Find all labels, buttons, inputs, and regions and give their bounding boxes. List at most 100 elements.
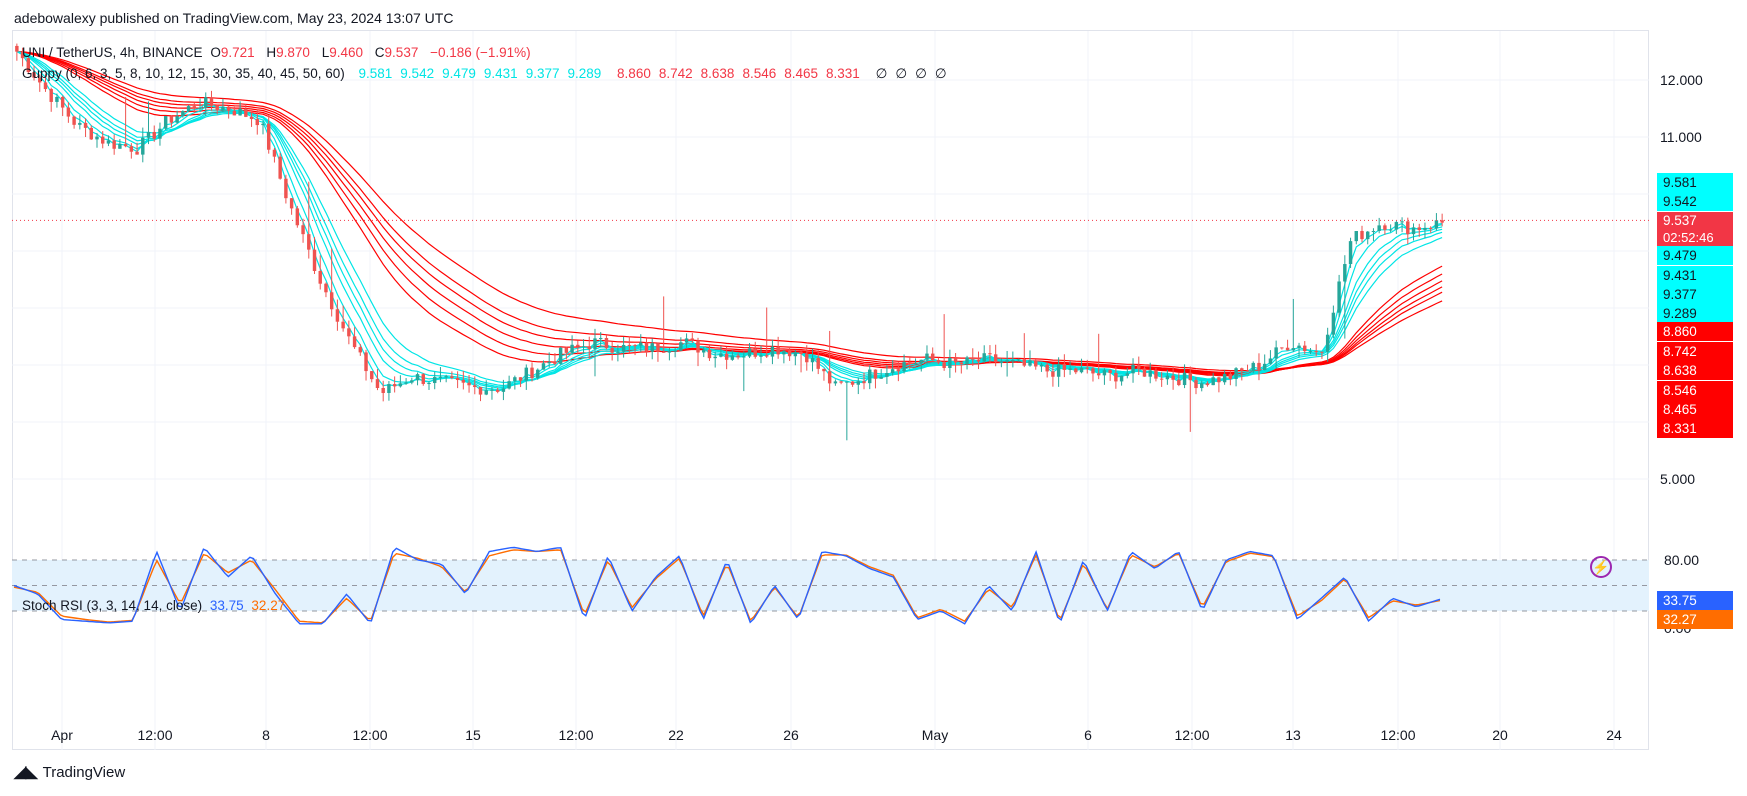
candle-body: [587, 346, 591, 349]
candle-body: [507, 381, 511, 389]
time-tick-label: 8: [262, 727, 270, 743]
guppy-short-value-3: 9.431: [483, 66, 518, 81]
candle-body: [879, 376, 883, 379]
candle-body: [536, 369, 540, 378]
candle-body: [1234, 368, 1238, 379]
candle-body: [1383, 225, 1387, 230]
candle-body: [1131, 364, 1135, 374]
low-number: 9.460: [329, 45, 364, 60]
candle-body: [318, 270, 322, 284]
time-tick-label: 12:00: [137, 727, 172, 743]
candle-body: [1308, 351, 1313, 353]
candle-body: [822, 368, 826, 372]
candle-body: [169, 116, 174, 123]
candle-body: [238, 108, 242, 116]
candle-body: [902, 362, 906, 372]
candle-body: [204, 97, 208, 108]
lightning-icon[interactable]: ⚡: [1590, 556, 1612, 578]
footer-brand[interactable]: ◢◣ TradingView: [14, 762, 125, 782]
time-tick-label: May: [922, 727, 948, 743]
candle-body: [478, 387, 483, 395]
candle-body: [770, 346, 775, 357]
candle-body: [1016, 359, 1021, 361]
candle-body: [805, 354, 809, 363]
candle-body: [604, 337, 609, 349]
candle-body: [1108, 370, 1112, 373]
candle-body: [524, 367, 529, 381]
candle-body: [627, 344, 632, 346]
candle-body: [473, 385, 477, 388]
candle-body: [707, 349, 712, 359]
candle-body: [816, 358, 820, 369]
candle-body: [827, 371, 832, 384]
candle-body: [724, 353, 729, 360]
short-ema-badge: 9.289: [1657, 304, 1733, 323]
candle-body: [650, 343, 654, 352]
time-tick-label: 12:00: [558, 727, 593, 743]
guppy-short-ema-line: [16, 51, 1443, 387]
candle-body: [49, 89, 53, 102]
guppy-short-emas: [16, 51, 1443, 392]
candle-body: [776, 346, 780, 355]
long-ema-badge: 8.465: [1657, 400, 1733, 419]
candle-body: [392, 384, 397, 387]
candle-body: [719, 353, 723, 357]
candle-body: [324, 283, 328, 293]
candle-body: [1406, 221, 1410, 235]
close-label: C: [374, 45, 385, 60]
stoch-rsi-k-line: [13, 546, 1441, 625]
candle-body: [15, 45, 19, 52]
candle-body: [541, 363, 546, 370]
guppy-legend[interactable]: Guppy (0, 6, 3, 5, 8, 10, 12, 15, 30, 35…: [22, 66, 959, 82]
candle-body: [1251, 362, 1255, 372]
guppy-short-value-0: 9.581: [358, 66, 393, 81]
candle-body: [438, 376, 443, 378]
candle-body: [95, 136, 99, 140]
candle-body: [129, 146, 134, 152]
candle-body: [1257, 362, 1261, 371]
candles: [15, 43, 1444, 441]
candle-body: [953, 357, 958, 363]
candle-body: [375, 379, 380, 388]
close-number: 9.537: [384, 45, 419, 60]
candle-body: [26, 58, 31, 73]
guppy-long-emas: [16, 51, 1443, 377]
long-ema-badge: 8.331: [1657, 419, 1733, 438]
stoch-rsi-d-line: [13, 549, 1441, 624]
candle-body: [1034, 360, 1038, 367]
candle-body: [736, 355, 740, 358]
candle-body: [942, 362, 946, 369]
candle-body: [60, 96, 65, 108]
candle-body: [32, 72, 36, 78]
candle-body: [209, 97, 214, 106]
candle-body: [226, 106, 231, 111]
price-tick-label: 5.000: [1660, 471, 1695, 487]
stoch-rsi-pane[interactable]: [12, 586, 1649, 750]
candle-body: [1068, 368, 1072, 370]
candle-body: [1222, 373, 1227, 383]
candle-body: [593, 338, 597, 349]
candle-body: [284, 178, 288, 199]
price-tick-label: 11.000: [1660, 129, 1702, 145]
guppy-short-ema-line: [16, 51, 1443, 391]
stoch-rsi-legend[interactable]: Stoch RSI (3, 3, 14, 14, close) 33.75 32…: [22, 598, 289, 613]
candle-body: [679, 342, 683, 351]
short-ema-badge: 9.377: [1657, 285, 1733, 304]
time-tick-label: 26: [783, 727, 799, 743]
candle-body: [713, 356, 717, 359]
publisher-header: adebowalexy published on TradingView.com…: [14, 10, 454, 26]
close-value: C9.537: [375, 45, 423, 60]
candle-body: [1228, 373, 1233, 379]
candle-body: [450, 376, 454, 378]
candle-body: [696, 340, 700, 353]
candle-body: [661, 351, 666, 353]
candle-body: [1079, 367, 1084, 373]
high-value: H9.870: [266, 45, 314, 60]
candle-body: [1377, 225, 1381, 231]
candle-body: [1074, 368, 1078, 373]
candle-body: [896, 369, 901, 372]
symbol-legend[interactable]: UNI / TetherUS, 4h, BINANCE O9.721 H9.87…: [22, 45, 535, 60]
candle-body: [495, 389, 500, 392]
guppy-short-ema-line: [16, 51, 1443, 389]
